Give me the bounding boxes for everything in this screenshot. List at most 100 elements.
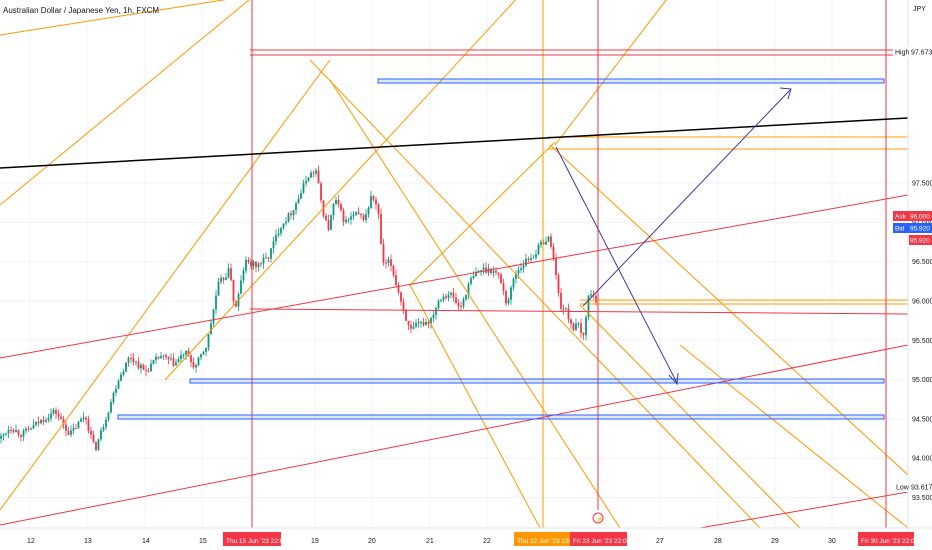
candle-body	[0, 435, 2, 439]
red-trendline[interactable]	[0, 194, 909, 359]
candle-body	[5, 433, 7, 435]
last-price-value: 95.920	[910, 238, 930, 245]
candle-body	[270, 248, 272, 259]
candle-body	[180, 355, 182, 360]
candle-body	[410, 325, 412, 329]
candle-body	[500, 274, 502, 284]
blue-support-zone[interactable]	[189, 378, 885, 384]
low-value: 93.617	[911, 485, 932, 492]
candle-body	[535, 254, 537, 258]
y-tick-label: 94.000	[912, 456, 932, 463]
candle-body	[20, 434, 22, 437]
y-tick-label: 96.500	[912, 259, 932, 266]
x-tag-thu15: Thu 15 Jun '23 22:00	[226, 538, 287, 545]
candle-body	[390, 259, 392, 266]
candle-body	[35, 421, 37, 425]
candle-body	[280, 227, 282, 234]
candle-body	[495, 270, 497, 273]
projection-line-up[interactable]	[582, 89, 791, 307]
candle-body	[417, 322, 420, 324]
orange-rising-line[interactable]	[0, 59, 331, 511]
candle-body	[512, 278, 515, 288]
candle-body	[332, 203, 335, 216]
candle-body	[427, 322, 430, 324]
orange-falling-line[interactable]	[549, 144, 909, 476]
candle-body	[460, 306, 462, 308]
candle-body	[465, 295, 467, 300]
orange-falling-line[interactable]	[329, 79, 621, 529]
y-tick-label: 97.500	[912, 181, 932, 188]
candle-body	[555, 258, 557, 276]
blue-resistance-zone[interactable]	[377, 78, 885, 84]
orange-rising-line[interactable]	[409, 141, 556, 286]
y-tick-label: 95.000	[912, 377, 932, 384]
red-trendline[interactable]	[0, 344, 909, 526]
candle-body	[10, 429, 12, 431]
x-tick-label: 15	[199, 538, 207, 545]
candle-body	[590, 294, 592, 296]
candle-body	[105, 419, 107, 428]
orange-falling-line[interactable]	[309, 59, 761, 529]
orange-rising-line[interactable]	[0, 0, 255, 206]
candle-body	[325, 215, 327, 221]
candle-body	[587, 295, 590, 318]
candle-body	[525, 258, 527, 266]
candle-body	[482, 267, 485, 271]
blue-support-zone[interactable]	[117, 414, 885, 420]
red-horizontal-level[interactable]	[249, 308, 909, 315]
orange-falling-line[interactable]	[409, 284, 541, 529]
candle-body	[120, 374, 122, 381]
candle-body	[302, 183, 305, 194]
candle-body	[255, 261, 257, 268]
candle-body	[47, 418, 50, 421]
candle-body	[467, 283, 470, 296]
candle-body	[25, 428, 27, 431]
candle-body	[395, 275, 397, 285]
candle-body	[132, 358, 135, 362]
high-label: High	[895, 50, 910, 57]
candle-body	[165, 355, 167, 358]
candle-body	[440, 300, 442, 302]
candle-body	[60, 416, 62, 419]
candle-body	[347, 219, 350, 221]
orange-falling-line[interactable]	[679, 344, 909, 529]
candle-body	[352, 214, 355, 217]
candle-body	[547, 236, 550, 242]
orange-rising-line[interactable]	[164, 0, 520, 381]
y-tick-label: 94.500	[912, 416, 932, 423]
candle-body	[550, 236, 552, 247]
candle-body	[435, 308, 437, 315]
orange-rising-line[interactable]	[0, 0, 255, 36]
candle-body	[127, 357, 130, 363]
candle-body	[247, 259, 250, 262]
candle-body	[267, 257, 270, 259]
candle-body	[392, 265, 395, 276]
candle-body	[232, 280, 235, 302]
candle-body	[45, 420, 47, 422]
candle-body	[155, 356, 157, 360]
candle-body	[502, 283, 505, 291]
grid-layer	[0, 0, 908, 528]
candle-body	[317, 170, 320, 184]
alert-marker-icon[interactable]	[592, 512, 604, 524]
candle-body	[150, 363, 152, 372]
x-tick-label: 27	[656, 538, 664, 545]
projection-line-down[interactable]	[555, 146, 678, 384]
red-trendline[interactable]	[699, 491, 909, 529]
candle-body	[455, 297, 457, 304]
black-trendline[interactable]	[0, 117, 909, 169]
candle-body	[262, 257, 265, 264]
candle-body	[215, 295, 217, 310]
orange-falling-line[interactable]	[579, 304, 801, 529]
candle-body	[472, 276, 475, 279]
candle-body	[415, 323, 417, 327]
orange-rising-line[interactable]	[554, 0, 670, 146]
candle-body	[222, 277, 225, 280]
candle-body	[400, 292, 402, 302]
candle-body	[275, 234, 277, 242]
candle-body	[122, 371, 125, 375]
candle-body	[307, 177, 310, 182]
candle-body	[102, 427, 105, 431]
